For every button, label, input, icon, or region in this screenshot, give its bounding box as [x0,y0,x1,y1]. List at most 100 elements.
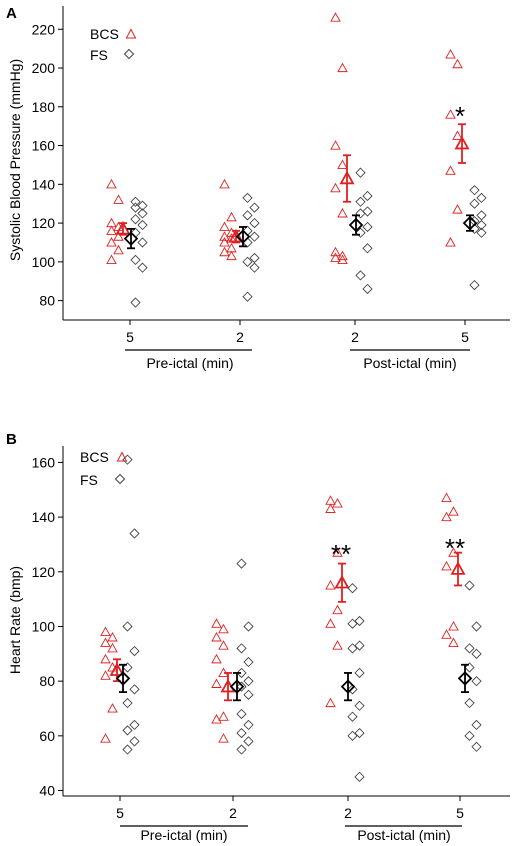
panel-a-fs-mean [235,229,251,244]
panel-a-y-tick-label: 100 [32,254,56,270]
panel-a-fs-point [355,270,366,281]
panel-a-bcs-point [337,62,348,73]
panel-a-fs-point [362,190,373,202]
panel-b-legend-fs-label: FS [80,472,98,488]
panel-a-x-tick-label: 5 [461,329,469,345]
panel-b-bcs-point [218,623,229,634]
panel-a-post-ictal-label: Post-ictal (min) [363,355,456,371]
panel-b-fs-point [471,648,482,659]
panel-b-fs-point [347,643,358,654]
panel-a-fs-point [242,291,253,302]
panel-a-fs-point [249,252,260,264]
panel-b-fs-point [464,580,475,591]
panel-a-fs-point [469,279,480,291]
panel-b-bcs-point [332,604,343,615]
panel-a-fs-point [469,198,480,209]
panel-a-bcs-point [445,109,456,119]
panel-b-fs-point [347,730,358,741]
panel-b-fs-point [347,618,358,629]
panel-a-bcs-point [337,250,348,261]
panel-a-fs-point [355,227,366,238]
panel-b-fs-point [471,719,482,731]
panel-a-y-ticks: 80 100 120 140 160 180 200 220 [32,21,63,309]
panel-b-fs-point [129,645,140,657]
panel-b-x-tick-label: 5 [456,805,464,821]
panel-a-fs-point [130,254,141,266]
panel-b-bcs-point [332,547,343,557]
panel-b: B Heart Rate (bmp) 40 60 80 100 120 140 160 5 … [6,431,510,843]
panel-b-bcs-point [441,492,452,503]
panel-b-bcs-point [218,640,229,650]
panel-b-bcs-mean [450,561,466,575]
panel-b-bcs-point [100,637,111,647]
panel-a-pre-ictal-label: Pre-ictal (min) [146,355,233,371]
panel-b-fs-point [354,667,365,679]
panel-a-bcs-point [226,227,237,237]
panel-a-bcs-point [337,207,348,218]
panel-b-data-marks [100,454,482,782]
panel-b-bcs-point [325,618,336,628]
panel-b-bcs-point [325,580,336,590]
panel-b-bcs-point [211,618,222,628]
panel-a-x-ticks: 5 2 2 5 [126,320,469,345]
panel-a-fs-point [137,200,148,211]
panel-b-fs-point [236,667,247,679]
panel-a-bcs-point [106,237,117,247]
panel-b-fs-mean [115,671,131,686]
panel-a-bcs-point [106,254,117,264]
panel-b-fs-mean [457,671,473,686]
panel-b-significance-post-2: ** [331,539,351,569]
panel-a-fs-point [355,167,366,178]
panel-a-fs-point [362,221,373,233]
panel-a-y-tick-label: 80 [39,293,55,309]
panel-b-fs-point [354,615,365,627]
panel-a-bcs-point [113,231,124,241]
panel-a-fs-point [137,208,148,219]
panel-b-bcs-point [100,653,111,664]
panel-b-fs-point [354,700,365,711]
panel-b-y-tick-label: 140 [32,509,56,525]
panel-b-x-tick-label: 2 [344,805,352,821]
panel-b-fs-point [347,583,358,594]
panel-a-fs-point [362,206,373,217]
panel-a-bcs-point [330,252,341,263]
panel-a-bcs-point [452,204,463,214]
panel-a-letter: A [6,5,17,22]
panel-a-fs-point [130,214,141,225]
panel-a-bcs-point [452,58,463,69]
panel-a-fs-mean [348,217,364,233]
panel-a-bcs-point [452,130,463,140]
panel-b-fs-point [354,771,365,782]
panel-b-bcs-point [325,495,336,505]
panel-b-bcs-point [325,697,336,708]
panel-a-fs-point [249,231,260,242]
panel-b-post-ictal-label: Post-ictal (min) [357,827,450,843]
panel-b-bcs-point [211,631,222,642]
panel-a-fs-point [355,208,366,219]
panel-a-bcs-point [219,231,230,241]
panel-b-legend-fs-diamond-icon [114,473,126,485]
panel-b-y-ticks: 40 60 80 100 120 140 160 [32,454,63,799]
panel-b-fs-point [347,684,358,695]
panel-b-fs-point [464,662,475,673]
panel-b-bcs-point [441,511,452,522]
panel-a-bcs-point [330,12,341,22]
panel-b-y-tick-label: 120 [32,564,56,580]
panel-a-fs-point [242,256,253,267]
panel-a-fs-point [137,262,148,273]
panel-b-x-tick-label: 2 [229,805,237,821]
panel-a-y-tick-label: 180 [32,99,56,115]
panel-b-fs-point [243,676,254,687]
panel-a-fs-point [242,192,253,204]
panel-b-fs-point [122,697,133,709]
panel-b-bcs-point [448,621,459,631]
panel-b-fs-point [471,621,482,632]
panel-b-fs-point [243,621,254,632]
panel-a-legend-bcs-label: BCS [90,26,119,42]
panel-a-fs-point [137,219,148,231]
panel-a-y-tick-label: 140 [32,176,56,192]
panel-b-fs-point [129,528,140,539]
panel-b-fs-point [236,558,247,569]
panel-b-fs-point [243,736,254,747]
